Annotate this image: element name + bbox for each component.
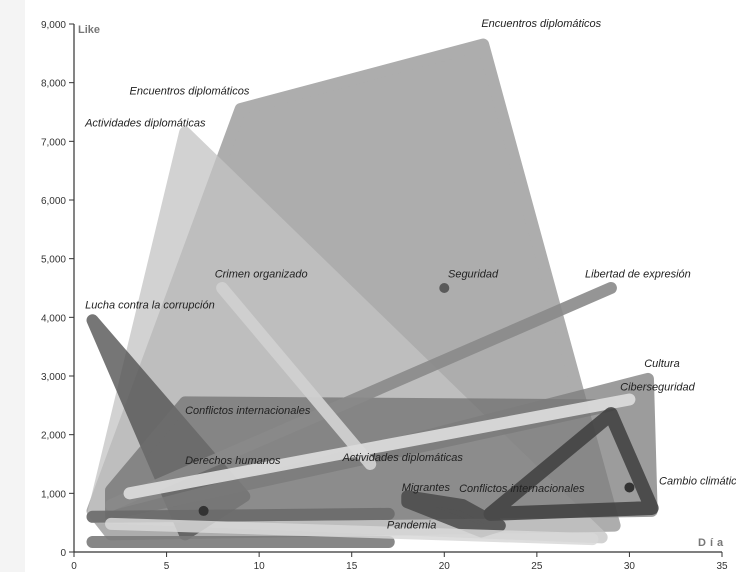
x-tick-label: 15 [346, 561, 358, 572]
axes: 0 1,000 2,000 3,000 4,000 5,000 6,000 7,000 8,00… [41, 20, 728, 572]
y-tick-label: 0 [60, 548, 66, 559]
band-crimen-organizado [216, 282, 377, 470]
label-actividades-diplomaticas: Actividades diplomáticas [84, 118, 206, 130]
x-tick-label: 30 [624, 561, 636, 572]
label-conflictos-internacionales: Conflictos internacionales [459, 483, 585, 495]
y-tick-label: 7,000 [41, 137, 66, 148]
y-tick-label: 9,000 [41, 20, 66, 31]
x-tick-label: 0 [71, 561, 77, 572]
label-libertad-de-expresion: Libertad de expresión [585, 268, 691, 280]
y-tick-label: 2,000 [41, 431, 66, 442]
label-conflictos-internacionales: Conflictos internacionales [185, 405, 311, 417]
x-tick-label: 35 [716, 561, 728, 572]
band-unlabeled [105, 517, 599, 546]
group-labels: Encuentros diplomáticos Encuentros diplom… [84, 18, 736, 532]
point-seguridad [439, 283, 450, 293]
left-margin-strip [0, 0, 25, 572]
label-actividades-diplomaticas: Actividades diplomáticas [341, 452, 463, 464]
y-axis-label: Like [78, 24, 100, 36]
area-migrantes [401, 490, 506, 538]
label-cambio-climatico: Cambio climático [659, 476, 736, 488]
chart-marks [86, 38, 659, 549]
band-pandemia [86, 507, 395, 523]
label-ciberseguridad: Ciberseguridad [620, 382, 695, 394]
x-tick-label: 5 [164, 561, 170, 572]
label-cultura: Cultura [644, 358, 679, 370]
band-ciberseguridad [123, 393, 636, 500]
y-tick-label: 3,000 [41, 372, 66, 383]
band-libertad-de-expresion [105, 282, 617, 512]
label-lucha-contra-la-corrupcion: Lucha contra la corrupción [85, 300, 215, 312]
label-seguridad: Seguridad [448, 268, 499, 280]
label-encuentros-diplomaticos: Encuentros diplomáticos [130, 85, 250, 97]
label-derechos-humanos: Derechos humanos [185, 455, 281, 467]
point-derechos-humanos [198, 505, 209, 516]
label-migrantes: Migrantes [402, 482, 451, 494]
point-unlabeled [624, 482, 635, 493]
label-crimen-organizado: Crimen organizado [215, 268, 308, 280]
y-tick-label: 5,000 [41, 255, 66, 266]
y-tick-label: 1,000 [41, 489, 66, 500]
y-tick-label: 8,000 [41, 79, 66, 90]
y-tick-label: 6,000 [41, 196, 66, 207]
x-axis-label: Día [698, 537, 727, 549]
x-tick-label: 10 [254, 561, 266, 572]
frame-cambio-climatico [483, 407, 659, 521]
label-pandemia: Pandemia [387, 520, 437, 532]
y-tick-label: 4,000 [41, 313, 66, 324]
x-tick-label: 25 [531, 561, 543, 572]
x-tick-label: 20 [439, 561, 451, 572]
label-encuentros-diplomaticos: Encuentros diplomáticos [481, 18, 601, 30]
